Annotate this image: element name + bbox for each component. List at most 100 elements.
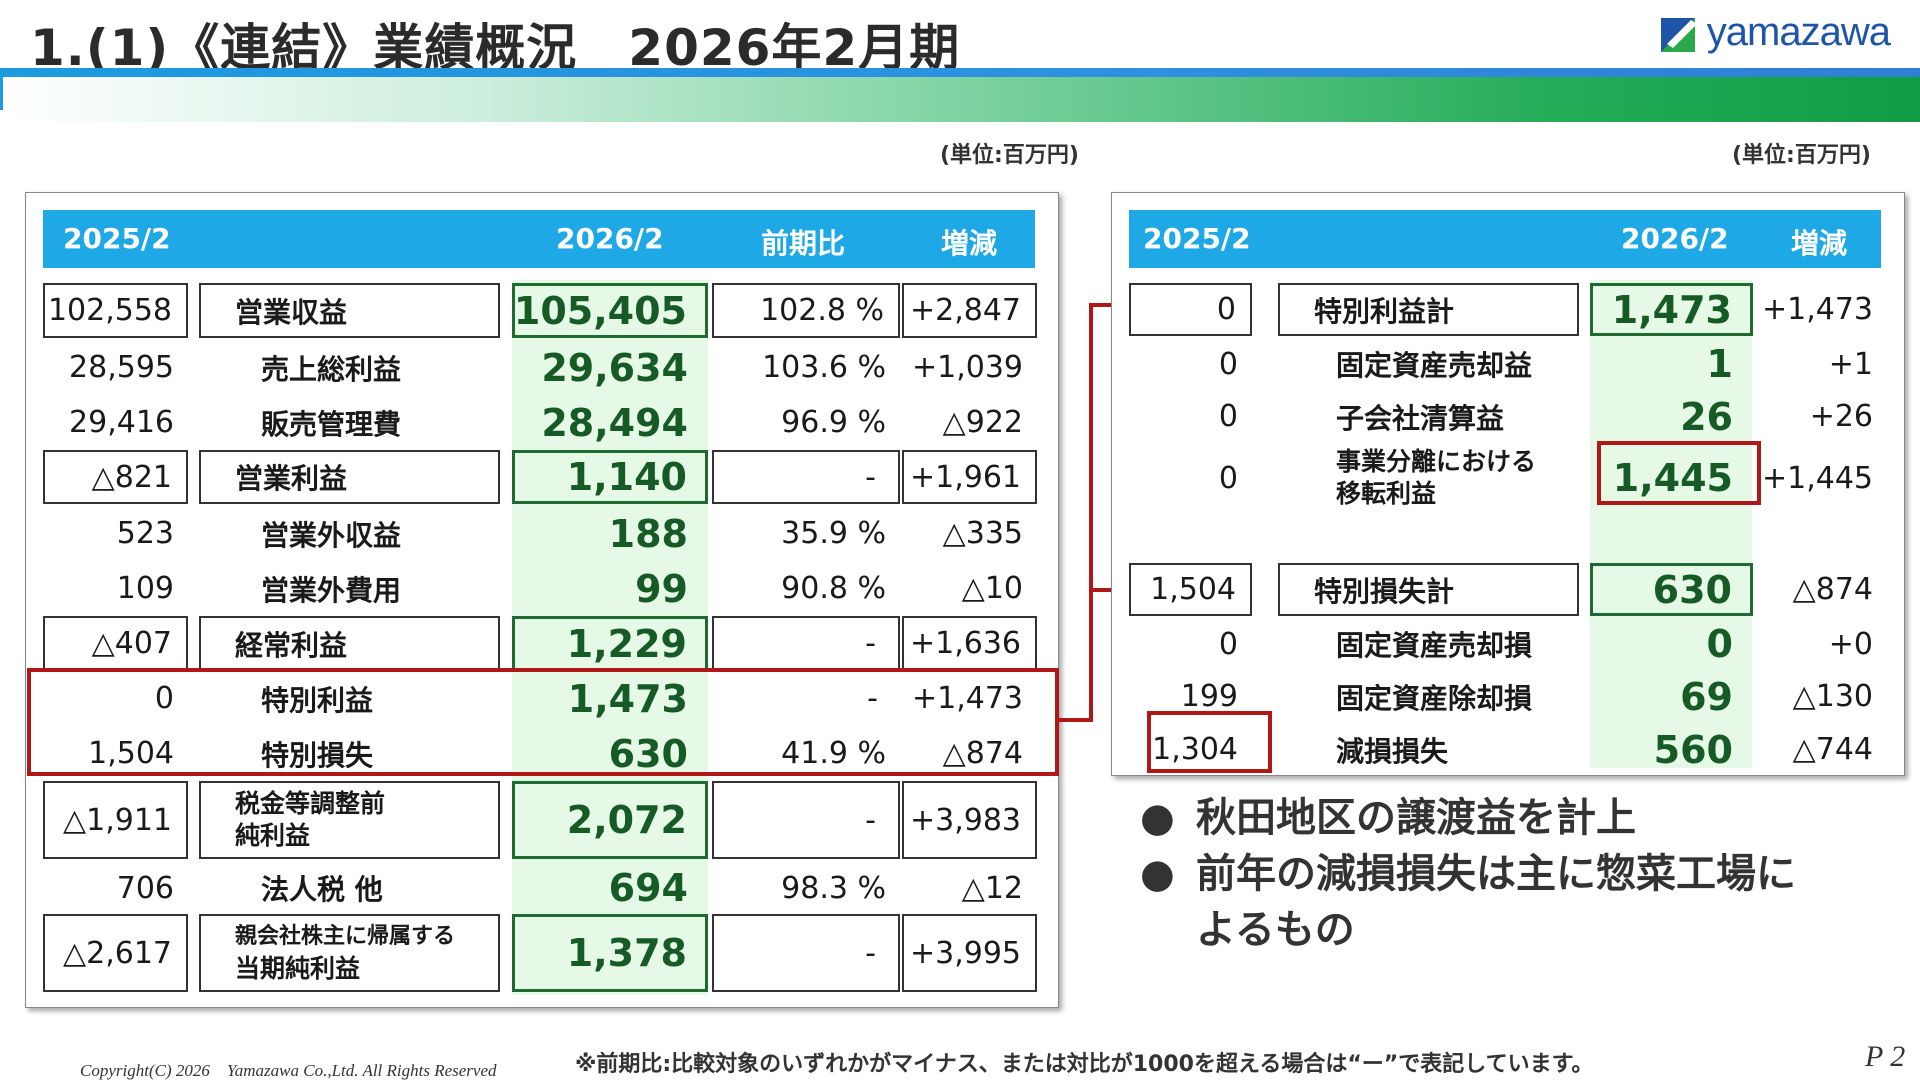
table-row-diff: +1,473 bbox=[1761, 292, 1873, 327]
right-current-column-bg bbox=[1590, 280, 1752, 768]
table-row-label: 減損損失 bbox=[1336, 734, 1449, 768]
table-row-diff: △922 bbox=[942, 405, 1023, 440]
left-table-header: 2025/2 2026/2 前期比 増減 bbox=[43, 210, 1035, 268]
table-row-current: 1,229 bbox=[512, 616, 708, 671]
logo-text: yamazawa bbox=[1706, 10, 1891, 54]
table-row-prev: 523 bbox=[116, 516, 174, 551]
table-row-current: 1,445 bbox=[1612, 456, 1733, 500]
table-row-label: 固定資産売却益 bbox=[1336, 349, 1533, 382]
table-row-ratio: - bbox=[712, 914, 900, 992]
table-row-current: 99 bbox=[635, 566, 688, 611]
table-row-current: 188 bbox=[608, 511, 688, 556]
table-row-label: 特別利益 bbox=[261, 683, 374, 717]
left-unit-label: (単位:百万円) bbox=[940, 143, 1079, 168]
table-row-prev: 109 bbox=[116, 571, 174, 606]
left-header-ratio: 前期比 bbox=[761, 227, 846, 260]
table-row-current: 560 bbox=[1653, 727, 1733, 772]
table-row-diff: △335 bbox=[942, 516, 1023, 551]
table-row-ratio: 103.6 % bbox=[762, 350, 886, 385]
table-row-label: 営業外費用 bbox=[261, 573, 402, 607]
right-header-diff: 増減 bbox=[1791, 227, 1848, 260]
table-row-prev: 0 bbox=[154, 681, 174, 716]
table-row-diff: +0 bbox=[1828, 626, 1873, 662]
table-row-prev: 1,304 bbox=[1152, 732, 1238, 767]
bullet-text-line-2: よるもの bbox=[1196, 907, 1355, 953]
label-line-1: 税金等調整前 bbox=[235, 789, 386, 818]
table-row-prev: △407 bbox=[43, 616, 188, 671]
bullet-text: 前年の減損損失は主に惣菜工場に よるもの bbox=[1196, 846, 1796, 958]
left-header-diff: 増減 bbox=[941, 227, 998, 260]
table-row-current: 105,405 bbox=[512, 283, 708, 338]
table-row-prev: 1,504 bbox=[1129, 563, 1252, 616]
table-row-label: 経常利益 bbox=[199, 616, 500, 671]
table-row-diff: +1,636 bbox=[902, 616, 1037, 671]
table-row-ratio: 102.8 % bbox=[712, 283, 900, 338]
table-row-label: 法人税 他 bbox=[261, 873, 383, 906]
bullet-item: ● 秋田地区の譲渡益を計上 bbox=[1140, 790, 1796, 846]
table-row-prev: 0 bbox=[1218, 399, 1238, 434]
table-row-label: 固定資産除却損 bbox=[1336, 681, 1533, 715]
table-row-diff: +3,995 bbox=[902, 914, 1037, 992]
table-row-label: 営業収益 bbox=[199, 283, 500, 338]
table-row-current: 694 bbox=[608, 866, 688, 910]
table-row-diff: +1,445 bbox=[1761, 460, 1873, 496]
left-header-cur: 2026/2 bbox=[556, 222, 664, 255]
table-row-label: 販売管理費 bbox=[261, 407, 402, 441]
bullet-marker: ● bbox=[1140, 851, 1175, 897]
table-row-diff: △12 bbox=[961, 870, 1023, 906]
label-line-2: 純利益 bbox=[235, 821, 311, 850]
table-row-current: 1,378 bbox=[512, 914, 708, 992]
table-row-label: 売上総利益 bbox=[261, 352, 402, 386]
header-band-line bbox=[0, 68, 1920, 77]
table-row-diff: △10 bbox=[961, 571, 1023, 606]
table-row-diff: +1,961 bbox=[902, 450, 1037, 504]
label-line-1: 事業分離における bbox=[1336, 447, 1537, 476]
table-row-prev: 29,416 bbox=[69, 405, 174, 440]
label-line-2: 当期純利益 bbox=[235, 954, 361, 983]
table-row-current: 2,072 bbox=[512, 781, 708, 859]
table-row-prev: △1,911 bbox=[43, 781, 188, 859]
table-row-label: 子会社清算益 bbox=[1336, 401, 1505, 435]
bullet-text-line-1: 前年の減損損失は主に惣菜工場に bbox=[1196, 851, 1796, 897]
table-row-current: 1,473 bbox=[1590, 283, 1753, 336]
label-line-1: 親会社株主に帰属する bbox=[235, 924, 456, 949]
table-row-current: 1,473 bbox=[567, 676, 688, 721]
right-unit-label: (単位:百万円) bbox=[1732, 143, 1871, 168]
table-row-label: 特別損失 bbox=[261, 738, 374, 772]
table-row-ratio: 35.9 % bbox=[781, 516, 886, 551]
table-row-current: 1,140 bbox=[512, 450, 708, 504]
table-row-diff: △130 bbox=[1792, 679, 1873, 714]
company-logo: yamazawa bbox=[1660, 10, 1891, 55]
table-row-diff: △874 bbox=[942, 736, 1023, 771]
special-items-highlight bbox=[27, 668, 1059, 776]
header-band-edge bbox=[0, 70, 3, 110]
table-row-label: 固定資産売却損 bbox=[1336, 629, 1533, 662]
table-row-current: 630 bbox=[1590, 563, 1753, 616]
table-row-diff: △874 bbox=[1792, 572, 1873, 607]
table-row-label: 税金等調整前 純利益 bbox=[199, 781, 500, 859]
bullet-item: ● 前年の減損損失は主に惣菜工場に よるもの bbox=[1140, 846, 1796, 958]
table-row-prev: 199 bbox=[1180, 679, 1238, 714]
bullet-text: 秋田地区の譲渡益を計上 bbox=[1196, 795, 1636, 841]
table-row-diff: △744 bbox=[1792, 732, 1873, 767]
table-row-ratio: - bbox=[712, 781, 900, 859]
table-row-label: 営業外収益 bbox=[261, 518, 402, 552]
table-row-label: 特別利益計 bbox=[1278, 283, 1579, 336]
table-row-current: 0 bbox=[1706, 622, 1733, 666]
table-row-prev: 0 bbox=[1218, 626, 1238, 662]
table-row-diff: +3,983 bbox=[902, 781, 1037, 859]
table-row-prev: △2,617 bbox=[43, 914, 188, 992]
table-row-ratio: 90.8 % bbox=[781, 571, 886, 606]
table-row-diff: +1,473 bbox=[911, 681, 1023, 716]
table-row-prev: 1,504 bbox=[88, 736, 174, 771]
table-row-label: 事業分離における 移転利益 bbox=[1278, 443, 1579, 513]
page-title: 1.(1)《連結》業績概況 2026年2月期 bbox=[30, 19, 961, 77]
table-row-diff: +2,847 bbox=[902, 283, 1037, 338]
label-line-2: 移転利益 bbox=[1336, 479, 1437, 508]
table-row-ratio: - bbox=[712, 450, 900, 504]
table-row-diff: +26 bbox=[1809, 399, 1873, 434]
table-row-prev: 0 bbox=[1129, 283, 1252, 336]
table-row-prev: 28,595 bbox=[69, 350, 174, 385]
table-row-current: 28,494 bbox=[541, 400, 688, 445]
copyright-text: Copyright(C) 2026 Yamazawa Co.,Ltd. All … bbox=[80, 1061, 497, 1080]
